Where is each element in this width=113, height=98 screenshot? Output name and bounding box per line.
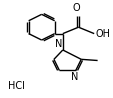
Text: HCl: HCl <box>7 81 24 91</box>
Text: OH: OH <box>95 29 110 39</box>
Text: O: O <box>72 3 80 13</box>
Text: N: N <box>71 72 78 82</box>
Text: N: N <box>54 39 62 49</box>
